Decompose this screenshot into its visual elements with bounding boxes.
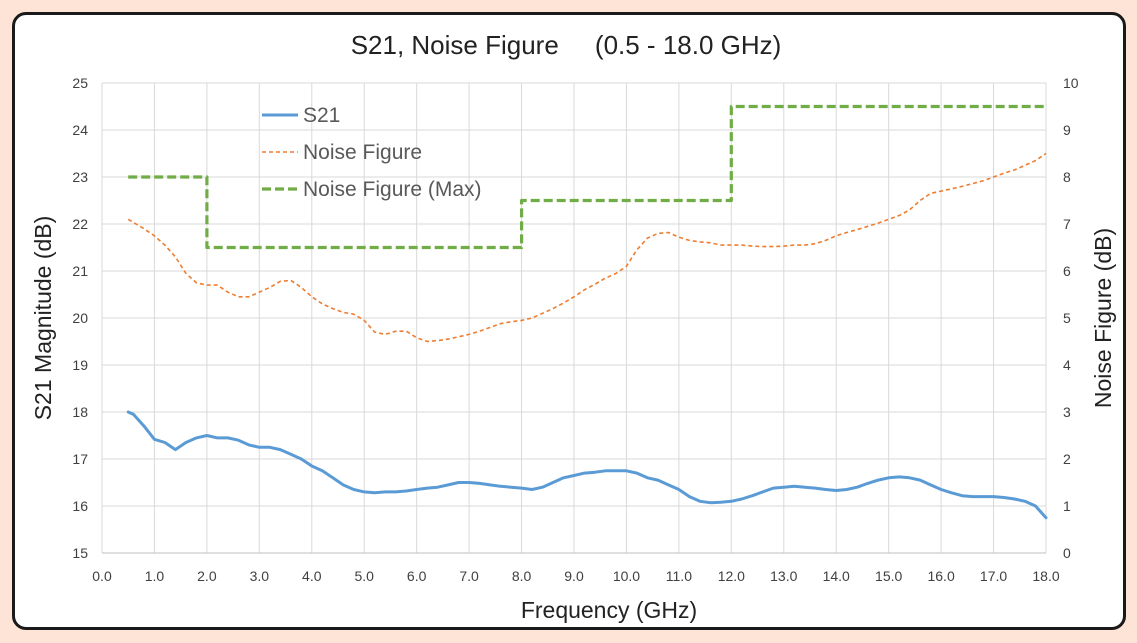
y2-tick-label: 4 xyxy=(1063,357,1071,373)
chart-frame xyxy=(12,12,1126,630)
legend-label: Noise Figure (Max) xyxy=(303,178,482,201)
y2-tick-label: 2 xyxy=(1063,451,1071,467)
y2-tick-label: 9 xyxy=(1063,122,1071,138)
x-tick-label: 3.0 xyxy=(250,568,270,584)
x-tick-labels: 0.0 1.0 2.0 3.0 4.0 5.0 6.0 7.0 8.0 9.0 10.0 11.0 12… xyxy=(92,568,1060,584)
x-tick-label: 17.0 xyxy=(980,568,1007,584)
y2-tick-label: 6 xyxy=(1063,263,1071,279)
series-lines xyxy=(126,104,1048,520)
chart-title: S21, Noise Figure (0.5 - 18.0 GHz) xyxy=(351,30,782,60)
y-tick-label: 16 xyxy=(72,498,88,514)
legend-label: Noise Figure xyxy=(303,141,422,164)
legend-label: S21 xyxy=(303,104,340,127)
y-tick-label: 21 xyxy=(72,263,88,279)
x-tick-label: 2.0 xyxy=(197,568,217,584)
x-tick-label: 8.0 xyxy=(512,568,532,584)
y-tick-label: 23 xyxy=(72,169,88,185)
y-tick-labels: 15 16 17 18 19 20 21 22 23 24 25 xyxy=(72,75,88,561)
y-tick-label: 20 xyxy=(72,310,88,326)
x-tick-label: 4.0 xyxy=(302,568,322,584)
x-tick-label: 9.0 xyxy=(564,568,584,584)
y-tick-label: 18 xyxy=(72,404,88,420)
series-line-noise-figure-max xyxy=(128,104,1046,250)
y2-tick-label: 7 xyxy=(1063,216,1071,232)
x-axis-title: Frequency (GHz) xyxy=(521,597,697,623)
x-tick-label: 0.0 xyxy=(92,568,112,584)
series-line-s21 xyxy=(126,410,1048,520)
x-tick-label: 15.0 xyxy=(875,568,902,584)
x-tick-label: 12.0 xyxy=(718,568,745,584)
x-tick-label: 13.0 xyxy=(770,568,797,584)
x-tick-label: 11.0 xyxy=(666,568,692,584)
y2-tick-label: 0 xyxy=(1063,545,1071,561)
x-tick-label: 16.0 xyxy=(927,568,954,584)
x-tick-label: 10.0 xyxy=(613,568,640,584)
x-tick-label: 5.0 xyxy=(354,568,374,584)
y-tick-label: 15 xyxy=(72,545,88,561)
y2-tick-label: 5 xyxy=(1063,310,1071,326)
x-tick-label: 1.0 xyxy=(145,568,165,584)
y-axis-title: S21 Magnitude (dB) xyxy=(30,216,56,421)
legend: S21 Noise Figure Noise Figure (Max) xyxy=(262,104,482,201)
y-tick-label: 24 xyxy=(72,122,88,138)
y-tick-label: 17 xyxy=(72,451,88,467)
y-tick-label: 19 xyxy=(72,357,88,373)
y-tick-label: 25 xyxy=(72,75,88,91)
x-tick-label: 18.0 xyxy=(1032,568,1059,584)
y2-axis-title: Noise Figure (dB) xyxy=(1090,228,1116,408)
x-tick-label: 7.0 xyxy=(459,568,479,584)
y-tick-label: 22 xyxy=(72,216,88,232)
x-tick-label: 14.0 xyxy=(823,568,850,584)
y2-tick-label: 3 xyxy=(1063,404,1071,420)
y2-tick-label: 8 xyxy=(1063,169,1071,185)
y2-tick-label: 10 xyxy=(1063,75,1079,91)
series-line-noise-figure xyxy=(127,152,1047,343)
grid xyxy=(101,82,1047,554)
y2-tick-labels: 0 1 2 3 4 5 6 7 8 9 10 xyxy=(1063,75,1079,561)
y2-tick-label: 1 xyxy=(1063,498,1071,514)
x-tick-label: 6.0 xyxy=(407,568,427,584)
